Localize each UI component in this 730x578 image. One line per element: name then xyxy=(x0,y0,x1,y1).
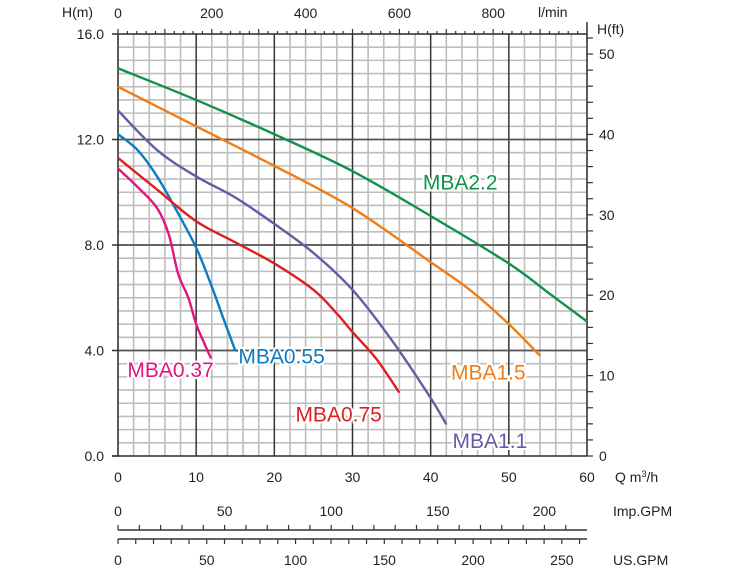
series-labels: MBA0.37 MBA0.55 MBA0.75 MBA1.1 MBA1.5 MBA2.2 xyxy=(125,170,529,455)
right-tick-label: 20 xyxy=(599,287,615,303)
right-tick-label: 40 xyxy=(599,126,615,142)
x-tick-label: 40 xyxy=(423,469,439,485)
performance-curves xyxy=(117,67,588,425)
curve-mba0-75 xyxy=(117,157,401,394)
x-tick-label: 0 xyxy=(114,469,122,485)
imp-gpm-axis-title: Imp.GPM xyxy=(613,503,672,519)
us-gpm-tick-label: 200 xyxy=(461,552,485,568)
right-tick-label: 50 xyxy=(599,46,615,62)
us-gpm-tick-label: 50 xyxy=(199,552,215,568)
us-gpm-tick-label: 250 xyxy=(550,552,574,568)
curve-mba0-55 xyxy=(117,133,237,351)
top-tick-label: 400 xyxy=(294,5,318,21)
us-gpm-axis-title: US.GPM xyxy=(613,552,668,568)
top-tick-label: 200 xyxy=(200,5,224,21)
series-label-mba1-5: MBA1.5 xyxy=(451,362,526,385)
x-tick-label: 60 xyxy=(579,469,595,485)
x-tick-label: 10 xyxy=(188,469,204,485)
axes: 0.04.08.012.016.00 10 20 30 40 50 600 200 400 600… xyxy=(77,5,615,568)
series-label-mba0-75: MBA0.75 xyxy=(295,404,381,427)
y-tick-label: 8.0 xyxy=(85,237,105,253)
right-axis-title-ft: H(ft) xyxy=(597,21,624,37)
series-label-mba1-1: MBA1.1 xyxy=(453,430,528,453)
imp-gpm-tick-label: 150 xyxy=(426,503,450,519)
series-label-mba0-55: MBA0.55 xyxy=(238,346,324,369)
imp-gpm-tick-label: 200 xyxy=(533,503,557,519)
curve-mba1-1 xyxy=(117,109,448,425)
us-gpm-tick-label: 150 xyxy=(373,552,397,568)
curve-mba0-37 xyxy=(117,167,213,359)
curve-mba2-2 xyxy=(117,67,588,323)
y-tick-label: 16.0 xyxy=(77,26,104,42)
imp-gpm-tick-label: 0 xyxy=(114,503,122,519)
series-label-mba2-2: MBA2.2 xyxy=(423,172,498,195)
y-tick-label: 0.0 xyxy=(85,448,105,464)
top-tick-label: 800 xyxy=(482,5,506,21)
right-tick-label: 0 xyxy=(599,448,607,464)
right-tick-label: 30 xyxy=(599,207,615,223)
right-tick-label: 10 xyxy=(599,368,615,384)
top-tick-label: 600 xyxy=(388,5,412,21)
y-tick-label: 4.0 xyxy=(85,343,105,359)
curve-mba1-5 xyxy=(117,85,541,357)
us-gpm-tick-label: 0 xyxy=(114,552,122,568)
top-tick-label: 0 xyxy=(114,5,122,21)
x-tick-label: 20 xyxy=(267,469,283,485)
top-axis-title-lmin: l/min xyxy=(538,4,568,20)
imp-gpm-tick-label: 50 xyxy=(217,503,233,519)
us-gpm-tick-label: 100 xyxy=(284,552,308,568)
x-tick-label: 50 xyxy=(501,469,517,485)
x-axis-title-m3h: Q m3/h xyxy=(615,469,658,485)
y-tick-label: 12.0 xyxy=(77,132,104,148)
y-axis-title-m: H(m) xyxy=(62,4,93,20)
x-tick-label: 30 xyxy=(345,469,361,485)
series-label-mba0-37: MBA0.37 xyxy=(127,359,213,382)
imp-gpm-tick-label: 100 xyxy=(320,503,344,519)
